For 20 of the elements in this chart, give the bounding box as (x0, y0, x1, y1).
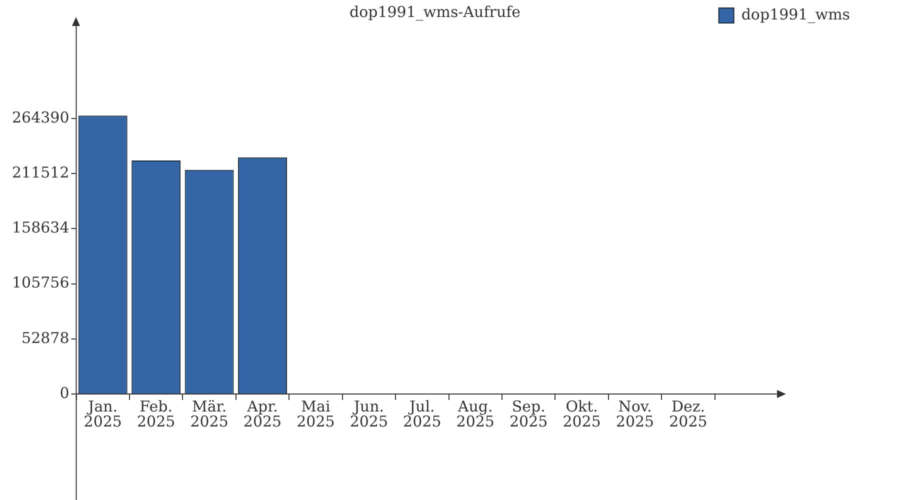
y-tick-label: 211512 (12, 163, 70, 182)
x-tick-label: Feb. 2025 (136, 397, 176, 430)
x-tick-label: Mär. 2025 (190, 397, 228, 430)
x-tick-label: Okt. 2025 (562, 397, 601, 430)
y-tick-label: 158634 (12, 218, 70, 237)
x-tick-label: Sep. 2025 (509, 397, 548, 430)
x-tick-label: Apr. 2025 (243, 397, 282, 430)
legend-label: dop1991_wms (741, 5, 850, 24)
y-tick-label: 264390 (12, 108, 70, 126)
x-tick-label: Nov. 2025 (616, 397, 654, 430)
x-tick-label: Mai 2025 (296, 397, 335, 430)
y-tick-label: 52878 (22, 328, 70, 347)
y-tick-label: 105756 (12, 274, 70, 292)
y-tick-label: 0 (60, 384, 70, 402)
x-tick-label: Dez. 2025 (669, 397, 708, 430)
x-tick-label: Aug. 2025 (456, 397, 494, 430)
x-tick-label: Jul. 2025 (403, 397, 442, 430)
chart-title: dop1991_wms-Aufrufe (349, 2, 521, 21)
x-tick-label: Jun. 2025 (350, 397, 388, 430)
x-tick-label: Jan. 2025 (84, 397, 122, 430)
